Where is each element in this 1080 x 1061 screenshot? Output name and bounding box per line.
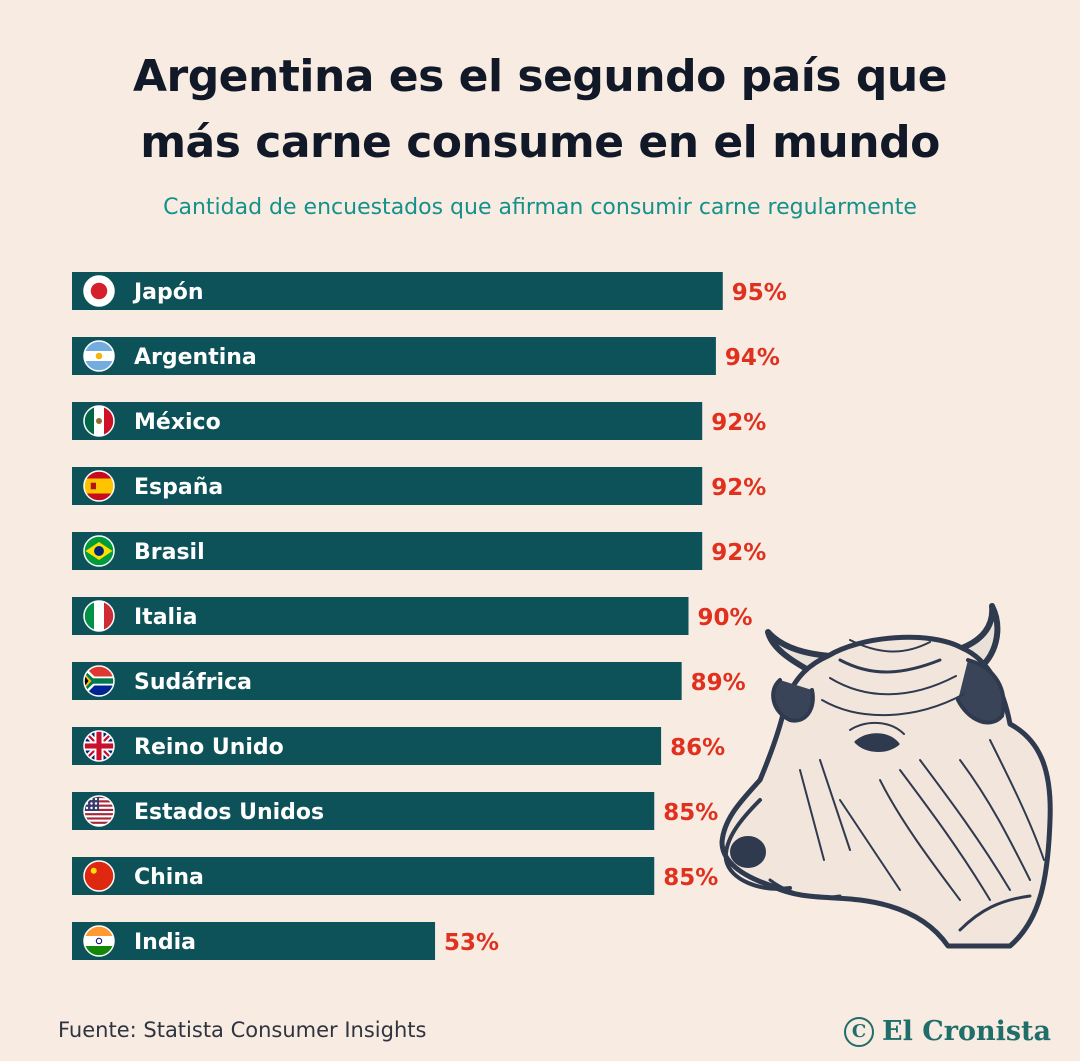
bar-row: Japón 95% bbox=[72, 272, 787, 310]
japan-flag-icon bbox=[83, 275, 115, 307]
bar-row: India 53% bbox=[72, 922, 499, 960]
value-label: 94% bbox=[725, 345, 780, 371]
south-africa-flag-icon bbox=[83, 665, 115, 697]
title-line-1: Argentina es el segundo país que bbox=[132, 51, 948, 102]
bar-row: China 85% bbox=[72, 857, 718, 895]
italy-flag-icon bbox=[83, 600, 115, 632]
category-label: Reino Unido bbox=[134, 735, 284, 760]
copyright-c-icon: C bbox=[844, 1016, 874, 1047]
value-label: 90% bbox=[698, 605, 753, 631]
bar-row: Reino Unido 86% bbox=[72, 727, 725, 765]
value-label: 92% bbox=[711, 540, 766, 566]
bar bbox=[72, 792, 655, 830]
brand-logo: C El Cronista bbox=[844, 1016, 1051, 1047]
category-label: Argentina bbox=[134, 345, 257, 370]
title-line-2: más carne consume en el mundo bbox=[140, 117, 940, 168]
value-label: 85% bbox=[663, 865, 718, 891]
chart-title: Argentina es el segundo país que más car… bbox=[0, 44, 1080, 176]
source-note: Fuente: Statista Consumer Insights bbox=[58, 1018, 427, 1042]
brazil-flag-icon bbox=[83, 535, 115, 567]
chart-subtitle: Cantidad de encuestados que afirman cons… bbox=[163, 195, 917, 220]
bar-row: España 92% bbox=[72, 467, 766, 505]
bar-row: Argentina 94% bbox=[72, 337, 780, 375]
bar bbox=[72, 857, 655, 895]
value-label: 89% bbox=[691, 670, 746, 696]
category-label: Estados Unidos bbox=[134, 800, 324, 825]
bar-row: Italia 90% bbox=[72, 597, 753, 635]
bar bbox=[72, 272, 723, 310]
bar-row: Brasil 92% bbox=[72, 532, 766, 570]
category-label: Italia bbox=[134, 605, 197, 630]
mexico-flag-icon bbox=[83, 405, 115, 437]
bar bbox=[72, 597, 689, 635]
uk-flag-icon bbox=[83, 730, 115, 762]
category-label: México bbox=[134, 410, 221, 435]
value-label: 86% bbox=[670, 735, 725, 761]
bar bbox=[72, 922, 436, 960]
value-label: 92% bbox=[711, 410, 766, 436]
category-label: China bbox=[134, 865, 204, 890]
bar bbox=[72, 402, 703, 440]
bar bbox=[72, 337, 716, 375]
value-label: 53% bbox=[444, 930, 499, 956]
bar bbox=[72, 467, 703, 505]
value-label: 95% bbox=[732, 280, 787, 306]
bar-row: México 92% bbox=[72, 402, 766, 440]
category-label: Brasil bbox=[134, 540, 205, 565]
category-label: Sudáfrica bbox=[134, 670, 252, 695]
category-label: India bbox=[134, 930, 196, 955]
spain-flag-icon bbox=[83, 470, 115, 502]
cow-head-illustration bbox=[719, 603, 1053, 949]
value-label: 85% bbox=[663, 800, 718, 826]
india-flag-icon bbox=[83, 925, 115, 957]
bars-group: Japón 95%Argentina 94%México 92%España 92%Br… bbox=[72, 272, 787, 960]
argentina-flag-icon bbox=[83, 340, 115, 372]
bar-row: Sudáfrica 89% bbox=[72, 662, 746, 700]
bar bbox=[72, 727, 662, 765]
bar bbox=[72, 532, 703, 570]
bar bbox=[72, 662, 682, 700]
bar-row: Estados Unidos 85% bbox=[72, 792, 718, 830]
usa-flag-icon bbox=[83, 795, 115, 827]
value-label: 92% bbox=[711, 475, 766, 501]
category-label: España bbox=[134, 475, 223, 500]
brand-name: El Cronista bbox=[882, 1016, 1052, 1047]
china-flag-icon bbox=[83, 860, 115, 892]
category-label: Japón bbox=[132, 280, 204, 305]
